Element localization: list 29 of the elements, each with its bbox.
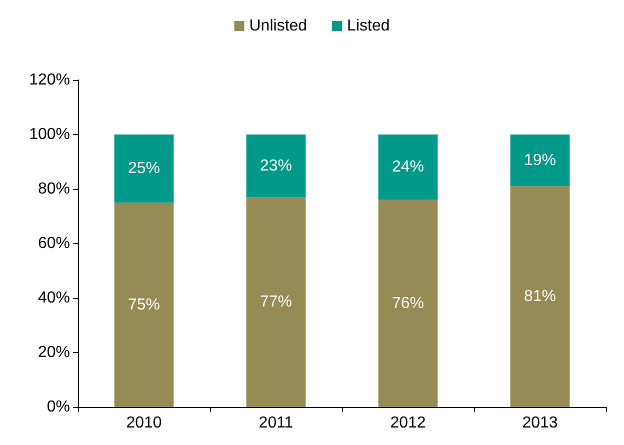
data-label: 76% [392,294,424,312]
legend-label: Listed [347,18,390,34]
data-label: 25% [128,160,160,178]
data-label: 75% [128,296,160,314]
x-tick-label: 2011 [258,414,294,432]
x-tick-label: 2010 [126,414,162,432]
data-label: 81% [524,288,556,306]
bar [510,186,570,407]
y-tick-label: 60% [38,235,70,252]
data-label: 77% [260,294,292,311]
bar [114,202,174,407]
x-tick-label: 2012 [390,414,426,432]
y-tick-label: 100% [29,126,70,143]
y-tick-label: 20% [38,344,70,361]
data-label: 23% [260,157,292,174]
legend-label: Unlisted [249,18,308,34]
bar [114,134,174,203]
bar [378,134,438,200]
data-label: 24% [392,158,424,176]
x-tick-label: 2013 [522,414,558,432]
y-tick-label: 80% [38,180,70,198]
bar [378,200,438,407]
bar [246,197,306,407]
y-tick-label: 120% [29,72,70,88]
data-label: 19% [524,152,556,169]
y-tick-label: 0% [46,398,70,416]
bar [510,134,570,186]
y-tick-label: 40% [38,290,70,306]
bar [246,134,306,198]
